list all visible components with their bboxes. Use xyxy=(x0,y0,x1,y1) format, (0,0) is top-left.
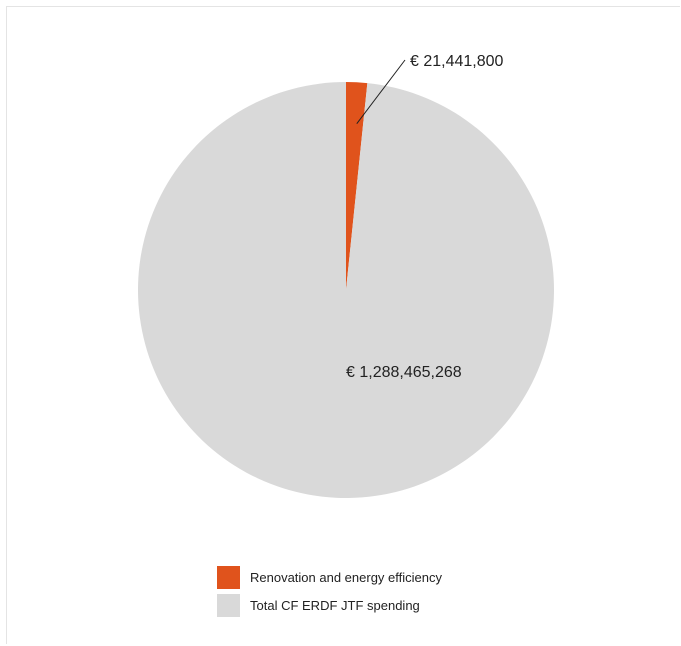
pie-slices xyxy=(138,82,555,499)
legend-swatch-renovation xyxy=(217,566,240,589)
legend: Renovation and energy efficiency Total C… xyxy=(217,566,442,617)
legend-swatch-total-spending xyxy=(217,594,240,617)
data-label-renovation: € 21,441,800 xyxy=(410,53,504,70)
legend-label-total-spending: Total CF ERDF JTF spending xyxy=(250,598,420,613)
legend-label-renovation: Renovation and energy efficiency xyxy=(250,570,442,585)
pie-slice-total-spending xyxy=(138,82,555,499)
data-label-total-spending: € 1,288,465,268 xyxy=(346,364,462,381)
label-leader-line xyxy=(356,59,406,124)
pie-slice-renovation xyxy=(346,82,368,290)
chart-frame xyxy=(6,6,680,644)
